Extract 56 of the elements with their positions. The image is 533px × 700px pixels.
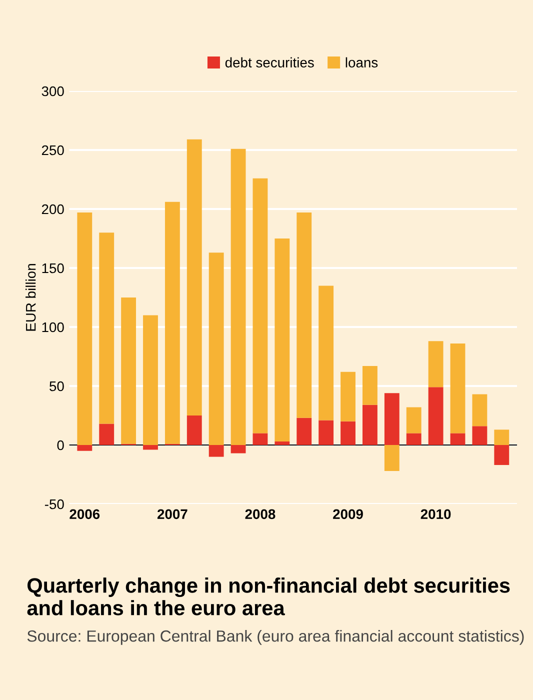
bar: [362, 404, 378, 445]
bar: [230, 445, 246, 454]
x-tick-label: 2007: [157, 509, 188, 520]
bar: [428, 387, 444, 445]
bar: [428, 341, 444, 388]
bar: [208, 445, 224, 457]
y-tick-label: 0: [57, 440, 64, 450]
y-tick-label: -50: [44, 499, 64, 510]
bar: [340, 372, 356, 422]
legend-label: loans: [346, 57, 378, 68]
bar: [252, 178, 268, 434]
bar: [318, 286, 334, 420]
bar: [494, 430, 510, 445]
y-tick-label: 50: [50, 381, 64, 392]
bar: [384, 445, 400, 471]
text: Quarterly change in non-financial debt securities and loans in the euro area: [27, 578, 510, 616]
x-tick-label: 2010: [420, 509, 451, 520]
bar: [77, 212, 92, 445]
bar: [208, 252, 224, 445]
bar: [472, 426, 488, 445]
bar: [121, 298, 136, 444]
bar: [406, 433, 422, 445]
legend-label: debt securities: [225, 57, 314, 68]
source-note: Source: European Central Bank (euro area financial account statistics): [27, 630, 524, 645]
bar: [472, 394, 488, 426]
x-tick-label: 2006: [70, 509, 100, 520]
x-tick-label: 2009: [333, 509, 363, 520]
y-tick-label: 250: [42, 145, 64, 156]
bar: [384, 393, 400, 445]
bar: [77, 445, 92, 451]
bar: [274, 238, 290, 442]
bar: [450, 433, 466, 445]
bar: [296, 212, 312, 418]
bar: [296, 418, 312, 445]
bar: [99, 232, 114, 424]
bar: [252, 433, 268, 445]
bar: [143, 315, 158, 445]
bar: [186, 139, 202, 416]
bar: [494, 445, 510, 466]
bar: [230, 148, 246, 445]
y-axis-title: EUR billion: [26, 264, 36, 331]
y-tick-label: 100: [42, 322, 64, 332]
y-tick-label: 300: [42, 86, 64, 96]
bar: [143, 445, 158, 450]
y-tick-label: 200: [42, 204, 64, 214]
bar: [186, 416, 202, 445]
bar: [164, 202, 180, 444]
x-tick-label: 2008: [245, 509, 276, 520]
bar: [406, 407, 422, 434]
bar: [99, 424, 114, 445]
y-tick-label: 150: [42, 263, 64, 274]
bar: [274, 441, 290, 445]
bar: [318, 420, 334, 445]
bar: [362, 366, 378, 405]
bar: [340, 421, 356, 445]
bar: [450, 344, 466, 434]
